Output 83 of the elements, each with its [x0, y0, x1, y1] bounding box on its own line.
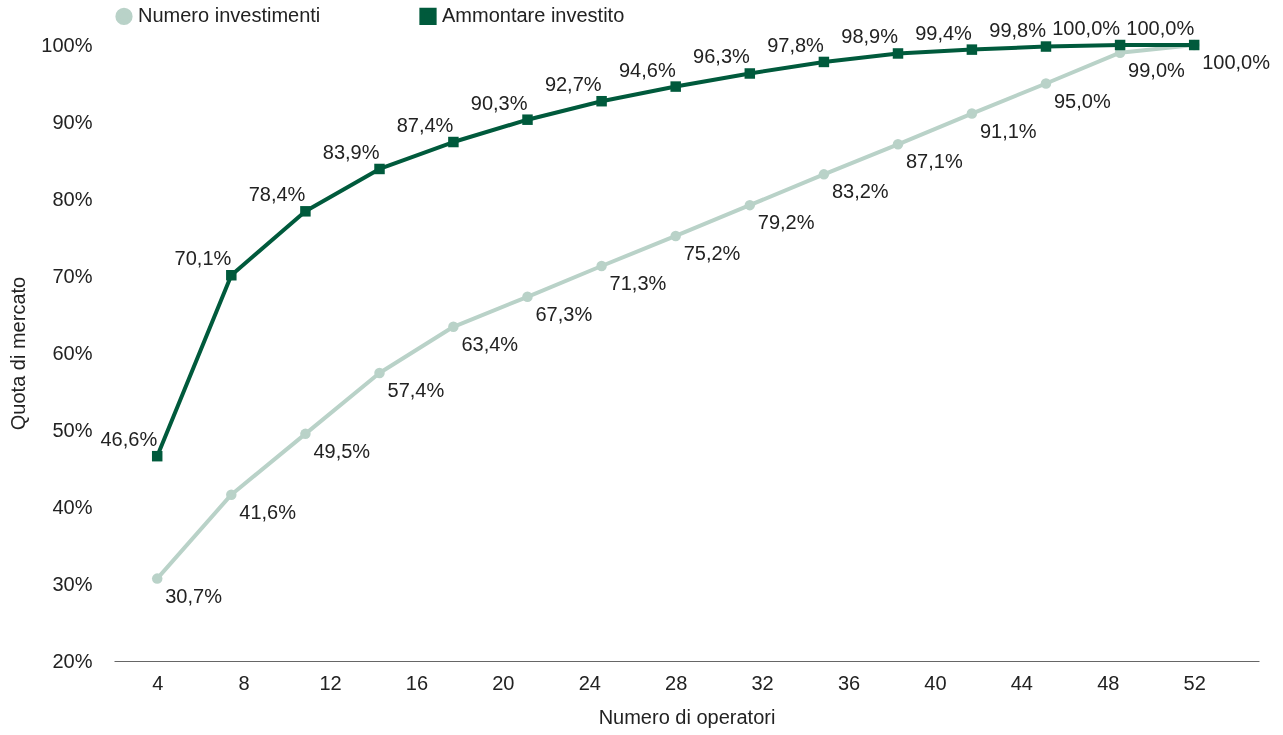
point: [744, 199, 756, 211]
data-label: 100,0%: [1052, 17, 1121, 39]
data-label: 87,4%: [396, 114, 454, 137]
x-tick-label: 52: [1183, 671, 1206, 694]
data-label: 97,8%: [767, 33, 825, 56]
y-tick-label: 30%: [52, 572, 93, 595]
y-tick-label: 50%: [52, 418, 93, 441]
point: [892, 139, 904, 150]
data-label: 96,3%: [693, 45, 751, 68]
x-tick-label: 44: [1010, 671, 1033, 694]
point: [448, 321, 459, 333]
x-tick-label: 40: [924, 671, 947, 694]
data-label: 100,0%: [1202, 51, 1271, 73]
data-label: 99,0%: [1128, 58, 1186, 81]
x-tick-label: 36: [837, 671, 861, 694]
x-tick-label: 12: [319, 671, 342, 694]
point: [522, 291, 533, 303]
legend-label: Numero investimenti: [138, 4, 321, 27]
data-label: 71,3%: [609, 271, 667, 294]
data-label: 41,6%: [239, 500, 297, 523]
x-tick-label: 20: [492, 671, 515, 694]
data-label: 83,2%: [831, 180, 889, 203]
y-tick-label: 100%: [41, 33, 93, 56]
data-label: 46,6%: [100, 428, 158, 451]
point: [300, 428, 311, 440]
y-tick-label: 40%: [52, 495, 93, 518]
point: [522, 114, 533, 125]
point: [300, 206, 311, 217]
data-label: 30,7%: [165, 584, 223, 607]
data-label: 99,4%: [915, 21, 973, 44]
point: [151, 573, 163, 584]
data-label: 83,9%: [322, 140, 380, 163]
data-label: 75,2%: [683, 241, 741, 264]
y-tick-label: 90%: [52, 110, 93, 133]
data-label: 63,4%: [461, 332, 519, 355]
data-label: 67,3%: [535, 302, 593, 325]
point: [226, 269, 237, 281]
data-label: 87,1%: [906, 150, 963, 173]
x-tick-label: 4: [152, 671, 164, 694]
data-label: 98,9%: [841, 25, 899, 48]
point: [374, 367, 385, 379]
point: [1040, 78, 1052, 89]
x-tick-label: 48: [1097, 671, 1120, 694]
point: [670, 81, 681, 92]
point: [818, 56, 830, 68]
legend-label: Ammontare investito: [442, 4, 625, 27]
data-label: 90,3%: [470, 91, 528, 114]
data-label: 95,0%: [1053, 89, 1111, 112]
point: [374, 163, 385, 175]
point: [892, 48, 904, 59]
y-tick-label: 70%: [52, 264, 93, 287]
point: [744, 68, 756, 79]
data-label: 94,6%: [618, 58, 676, 81]
x-tick-label: 24: [578, 671, 601, 694]
data-label: 70,1%: [174, 247, 232, 270]
point: [151, 450, 163, 462]
data-label: 100,0%: [1126, 17, 1195, 39]
data-label: 91,1%: [979, 119, 1037, 142]
data-label: 57,4%: [387, 379, 445, 402]
x-axis-title: Numero di operatori: [598, 705, 776, 728]
point: [448, 136, 459, 148]
data-label: 79,2%: [757, 211, 815, 234]
point: [1040, 41, 1052, 52]
data-label: 78,4%: [248, 183, 306, 206]
point: [818, 169, 830, 180]
data-label: 99,8%: [989, 18, 1047, 41]
data-label: 49,5%: [313, 439, 371, 462]
point: [1114, 39, 1126, 51]
point: [670, 230, 681, 242]
x-tick-label: 32: [751, 671, 774, 694]
point: [966, 108, 978, 119]
data-label: 92,7%: [544, 73, 602, 96]
x-tick-label: 16: [405, 671, 429, 694]
y-tick-label: 60%: [52, 341, 93, 364]
y-tick-label: 80%: [52, 187, 93, 210]
y-axis-title: Quota di mercato: [7, 276, 30, 431]
x-tick-label: 28: [665, 671, 688, 694]
x-tick-label: 8: [238, 671, 250, 694]
point: [596, 260, 607, 272]
point: [226, 489, 237, 500]
y-tick-label: 20%: [52, 649, 93, 672]
point: [596, 95, 607, 107]
point: [966, 44, 978, 55]
